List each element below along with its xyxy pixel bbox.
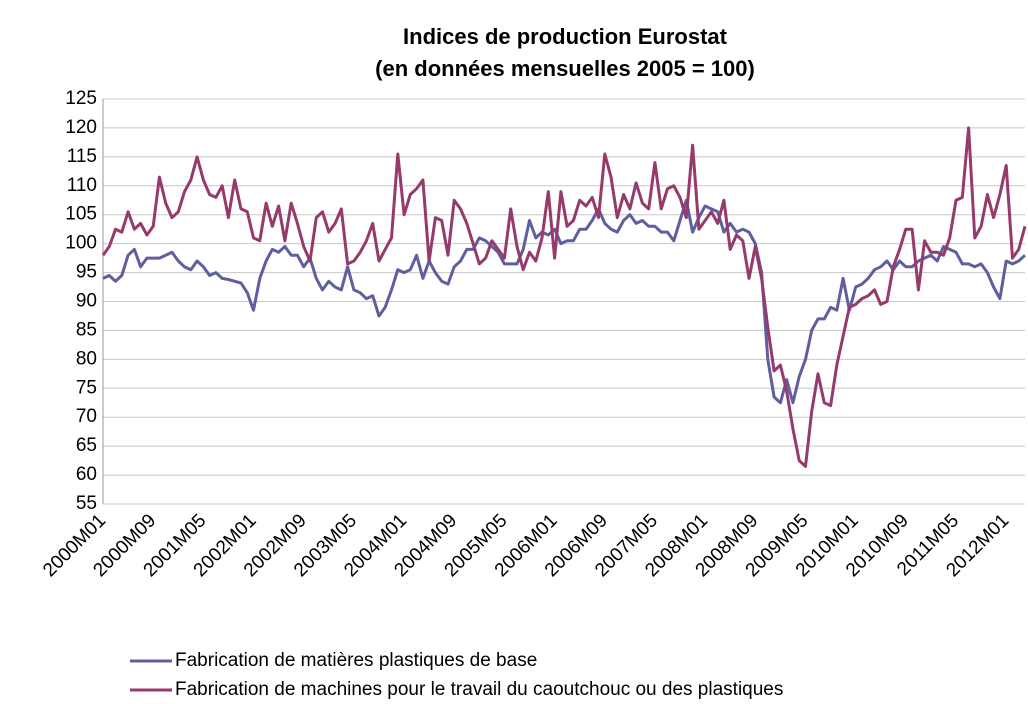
y-tick-label: 60 — [76, 464, 97, 485]
y-tick-label: 75 — [76, 377, 97, 398]
legend-label: Fabrication de machines pour le travail … — [175, 679, 783, 700]
chart-title: Indices de production Eurostat — [403, 24, 728, 49]
y-tick-label: 120 — [65, 117, 97, 138]
y-tick-label: 55 — [76, 493, 97, 514]
y-tick-label: 70 — [76, 406, 97, 427]
y-tick-label: 65 — [76, 435, 97, 456]
y-tick-label: 100 — [65, 233, 97, 254]
legend-label: Fabrication de matières plastiques de ba… — [175, 650, 537, 671]
series-line — [101, 126, 1027, 468]
chart-subtitle: (en données mensuelles 2005 = 100) — [375, 56, 755, 81]
y-tick-label: 105 — [65, 204, 97, 225]
y-tick-label: 85 — [76, 319, 97, 340]
y-tick-label: 90 — [76, 291, 97, 312]
y-tick-label: 125 — [65, 88, 97, 109]
y-tick-label: 80 — [76, 348, 97, 369]
y-tick-label: 110 — [67, 175, 97, 196]
series-line — [102, 198, 1027, 405]
y-tick-label: 95 — [76, 262, 97, 283]
y-tick-label: 115 — [67, 146, 97, 167]
